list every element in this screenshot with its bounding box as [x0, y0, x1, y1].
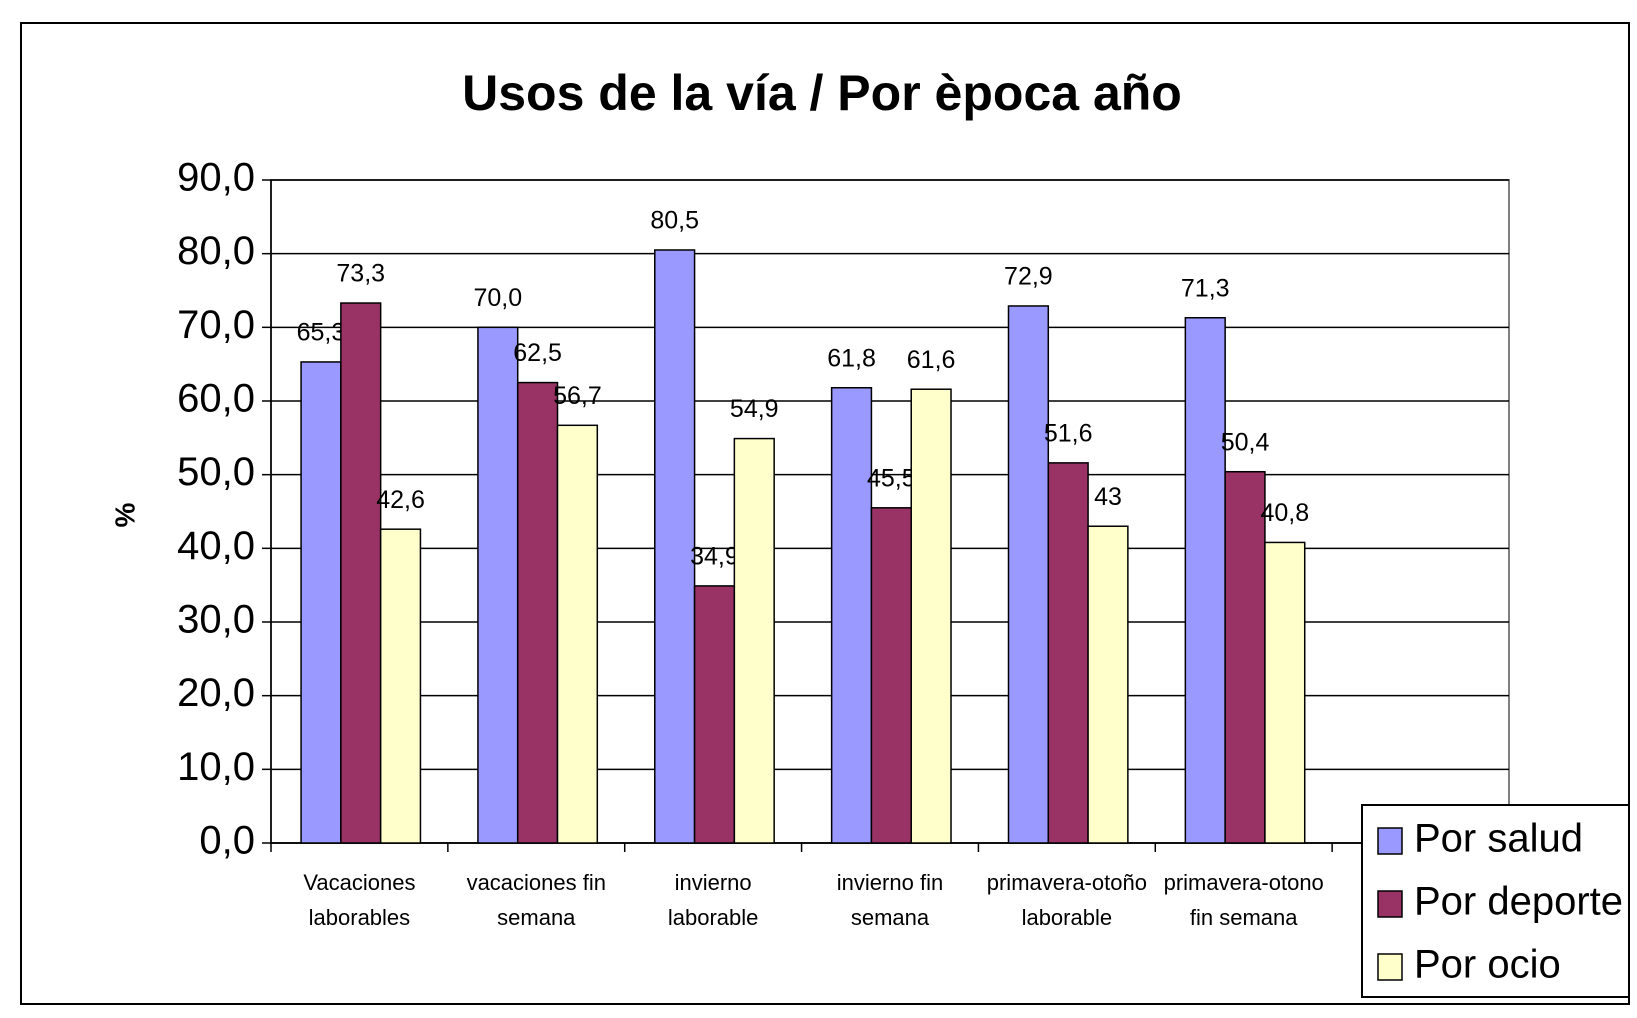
chart-title: Usos de la vía / Por època año	[462, 65, 1182, 121]
legend-label: Por deporte	[1414, 880, 1623, 924]
value-label: 40,8	[1260, 499, 1309, 527]
value-label: 54,9	[730, 395, 779, 423]
legend-label: Por ocio	[1414, 943, 1561, 987]
x-tick-label: vacaciones fin semana	[466, 870, 606, 930]
bar	[1007, 305, 1050, 844]
value-label: 72,9	[1004, 263, 1053, 291]
value-label: 62,5	[513, 339, 562, 367]
bar	[1224, 470, 1266, 844]
bar	[693, 585, 736, 844]
value-label: 43	[1094, 483, 1122, 511]
value-label: 61,8	[827, 344, 876, 372]
y-tick-label: 80,0	[177, 229, 255, 273]
y-tick-label: 90,0	[177, 156, 255, 200]
bar	[300, 361, 342, 844]
legend	[1361, 804, 1630, 998]
legend-swatch	[1377, 953, 1403, 981]
value-label: 73,3	[336, 260, 385, 288]
bar	[733, 437, 775, 844]
legend-swatch	[1377, 890, 1403, 918]
bar	[477, 326, 519, 844]
y-tick-label: 20,0	[177, 671, 255, 715]
value-label: 42,6	[376, 486, 425, 514]
bar	[379, 528, 422, 844]
y-tick-label: 60,0	[177, 377, 255, 421]
value-label: 50,4	[1221, 428, 1270, 456]
x-tick-label: invierno fin semana	[836, 870, 944, 930]
y-tick-label: 0,0	[199, 819, 255, 863]
value-label: 71,3	[1181, 274, 1230, 302]
value-label: 51,6	[1044, 419, 1093, 447]
x-tick-label: Vacaciones laborables	[303, 870, 416, 930]
bar	[910, 388, 952, 844]
bar	[654, 249, 696, 844]
value-label: 70,0	[473, 284, 522, 312]
y-tick-label: 50,0	[177, 450, 255, 494]
value-label: 65,3	[297, 319, 346, 347]
bar	[556, 424, 599, 844]
x-tick-label: primavera-otono fin semana	[1163, 870, 1324, 930]
y-tick-label: 40,0	[177, 524, 255, 568]
legend-label: Por salud	[1414, 817, 1583, 861]
bar	[870, 507, 912, 844]
value-label: 80,5	[650, 207, 699, 235]
bar	[340, 302, 382, 844]
value-label: 61,6	[907, 346, 956, 374]
y-tick-label: 10,0	[177, 745, 255, 789]
bar	[516, 381, 559, 844]
y-tick-label: 70,0	[177, 303, 255, 347]
y-tick-label: 30,0	[177, 598, 255, 642]
bar	[1184, 317, 1226, 844]
x-tick-label: invierno laborable	[667, 870, 759, 930]
legend-swatch	[1377, 827, 1403, 855]
value-label: 56,7	[553, 382, 602, 410]
bar	[1087, 525, 1129, 844]
value-label: 34,9	[690, 543, 739, 571]
bar	[1047, 462, 1089, 844]
y-axis-label: %	[109, 502, 140, 527]
bar	[1264, 541, 1306, 844]
bar	[830, 386, 873, 844]
value-label: 45,5	[867, 464, 916, 492]
x-tick-label: primavera-otoño laborable	[986, 870, 1147, 930]
